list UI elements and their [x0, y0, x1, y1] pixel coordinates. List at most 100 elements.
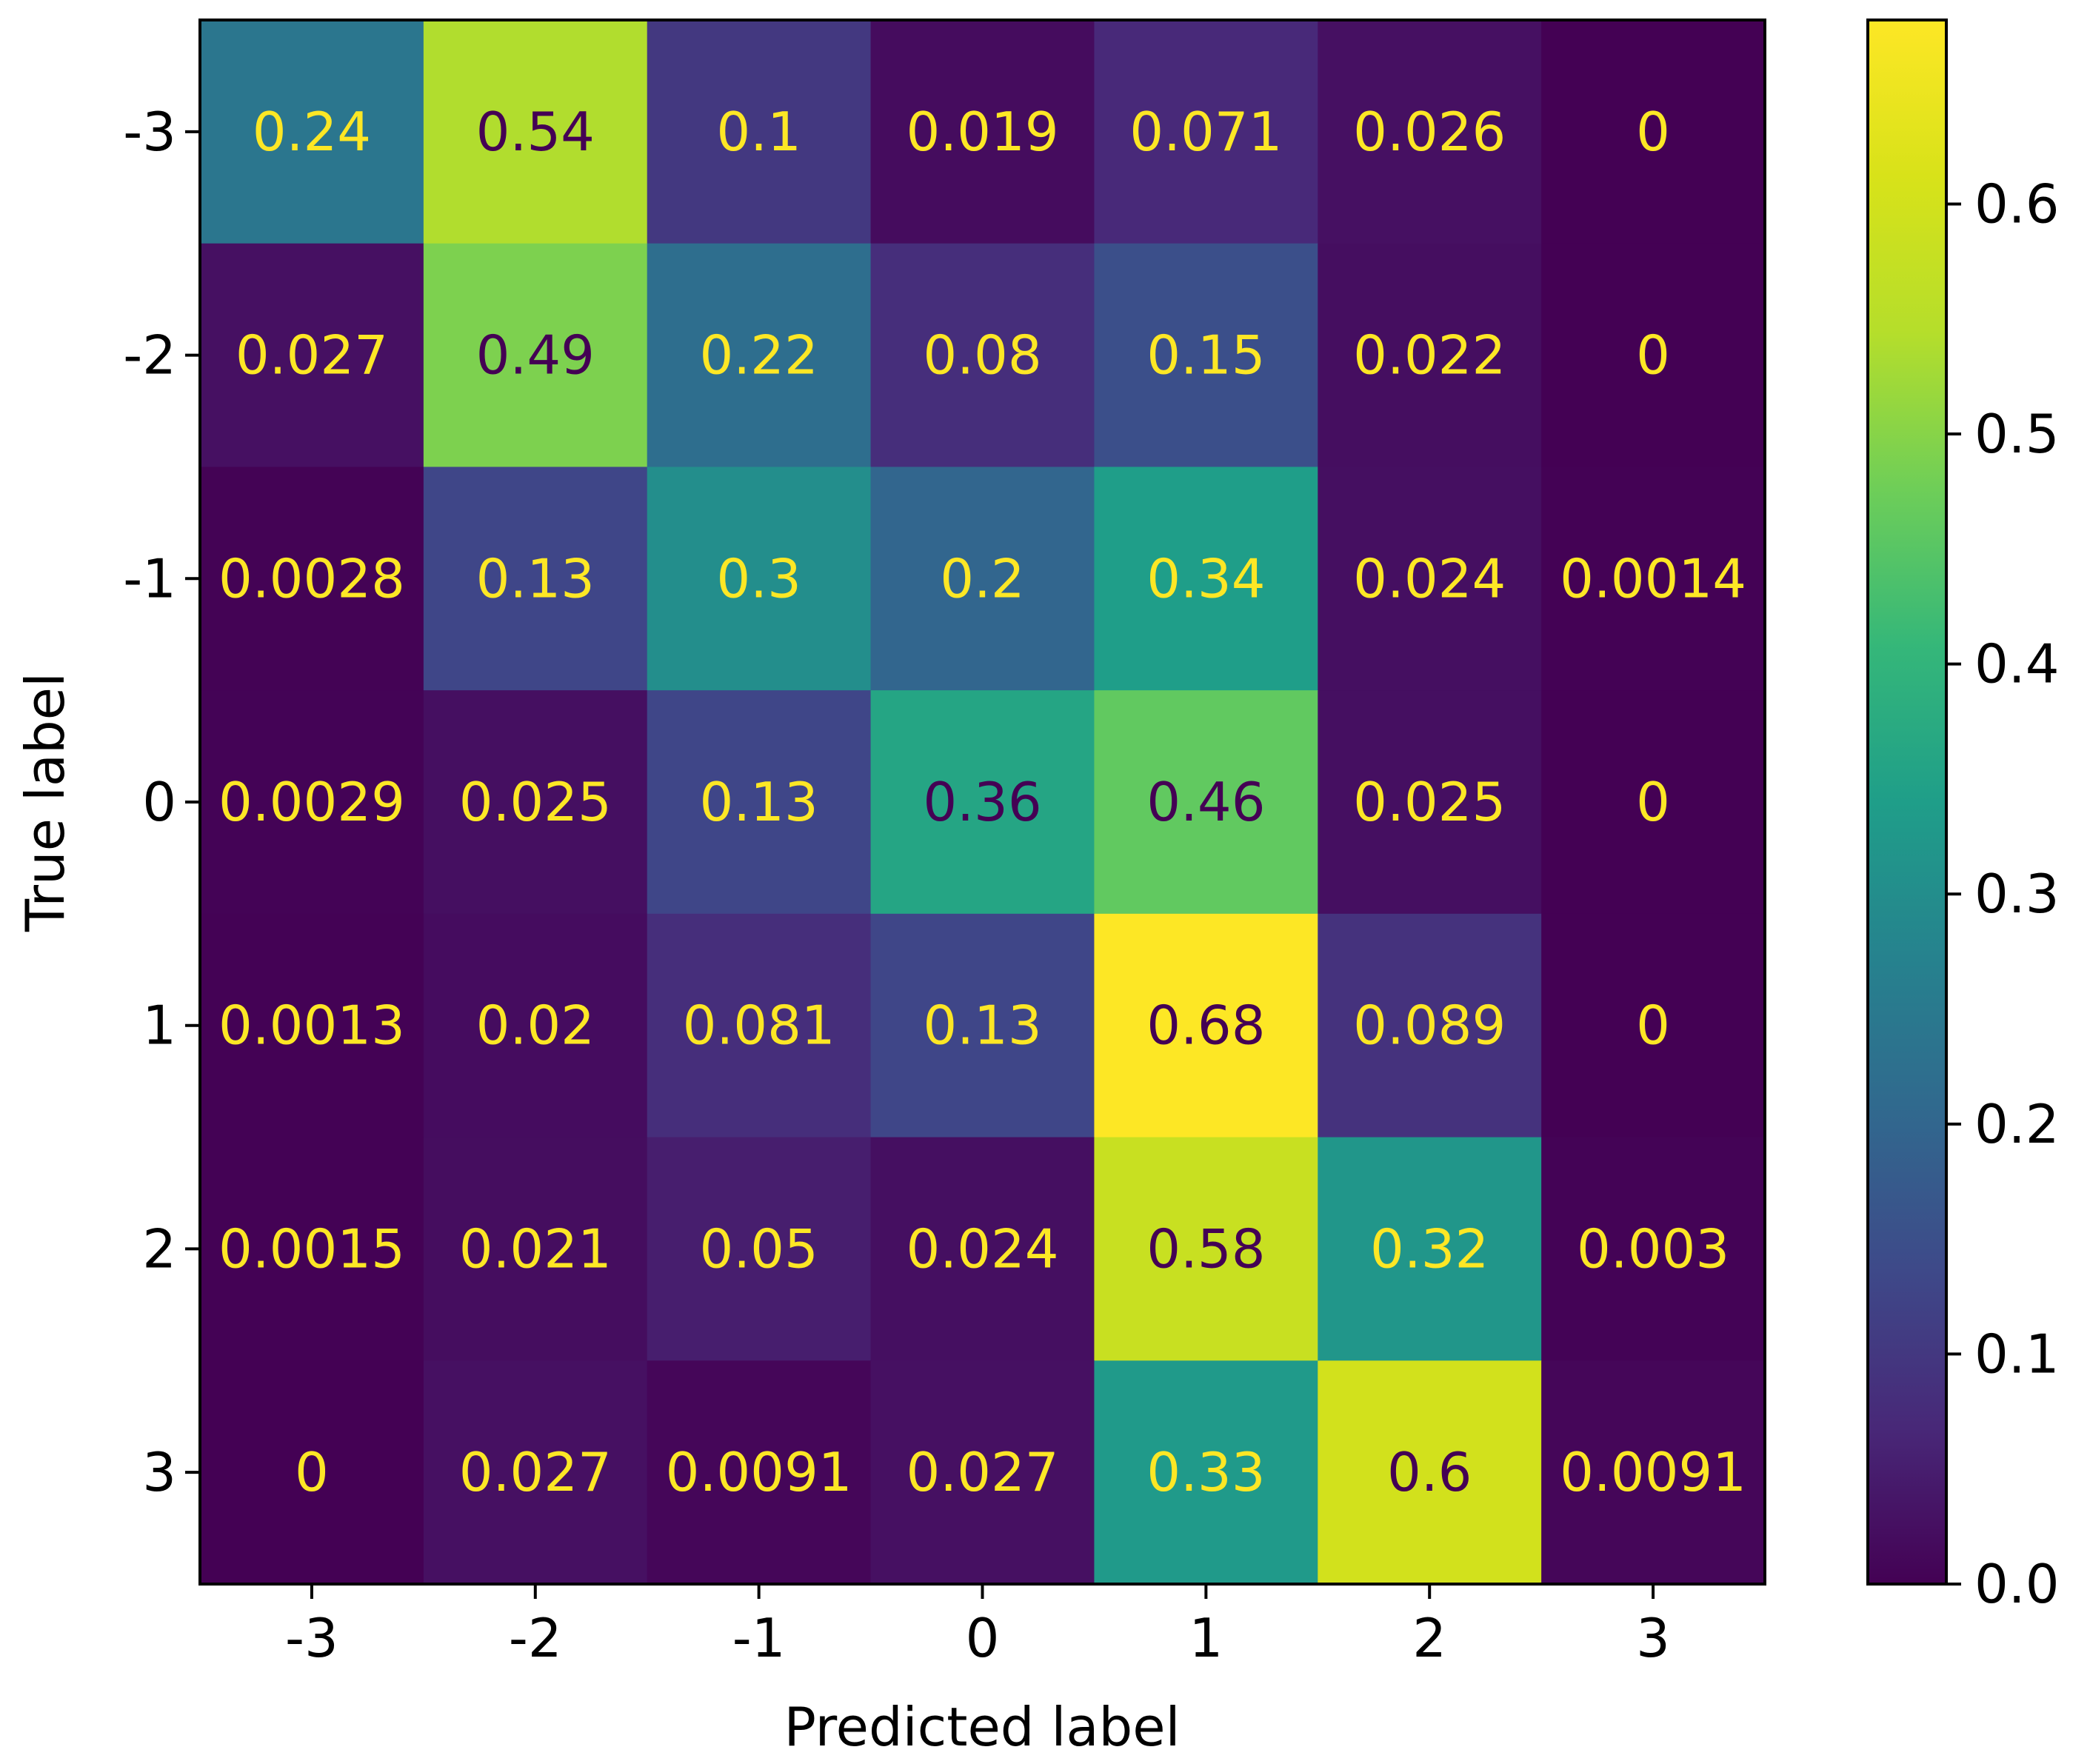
cell-value-label: 0.0013 — [218, 995, 405, 1057]
heatmap-cell — [870, 467, 1095, 691]
colorbar-ticks: 0.0 0.1 0.2 0.3 0.4 0.5 0.6 — [1946, 173, 2060, 1615]
cell-value-label: 0 — [1636, 995, 1670, 1057]
cell-value-label: 0.0028 — [218, 547, 405, 609]
heatmap-cell — [870, 1360, 1095, 1585]
cell-value-label: 0.089 — [1353, 995, 1506, 1057]
cell-value-label: 0.02 — [476, 995, 595, 1057]
cell-value-label: 0.025 — [459, 771, 612, 833]
heatmap-cell — [1318, 913, 1542, 1138]
colorbar-tick-label: 0.4 — [1974, 633, 2060, 695]
cell-value-label: 0.081 — [683, 995, 835, 1057]
heatmap-cell — [1541, 20, 1766, 244]
heatmap-cell — [647, 913, 872, 1138]
heatmap-cell — [647, 243, 872, 468]
cell-value-label: 0.13 — [923, 995, 1041, 1057]
colorbar-tick-label: 0.3 — [1974, 863, 2060, 925]
y-tick-label: -1 — [123, 547, 176, 609]
cell-value-label: 0.027 — [236, 324, 388, 387]
y-axis-ticks: -3 -2 -1 0 1 2 3 — [123, 101, 200, 1503]
cell-value-label: 0.027 — [906, 1441, 1058, 1503]
colorbar-tick-label: 0.2 — [1974, 1093, 2060, 1155]
heatmap-cell — [870, 690, 1095, 915]
y-tick-label: -2 — [123, 324, 176, 387]
cell-value-label: 0 — [1636, 771, 1670, 833]
heatmap-cell — [1318, 1360, 1542, 1585]
heatmap-cell — [423, 467, 648, 691]
x-axis-label: Predicted label — [784, 1696, 1180, 1758]
heatmap-cell — [200, 913, 424, 1138]
heatmap-cell — [1541, 1360, 1766, 1585]
heatmap-cell — [423, 690, 648, 915]
cell-value-label: 0.0091 — [666, 1441, 852, 1503]
x-tick-label: -2 — [509, 1607, 562, 1669]
cell-value-label: 0.6 — [1387, 1441, 1472, 1503]
heatmap-cell — [1094, 243, 1318, 468]
cell-value-label: 0.027 — [459, 1441, 612, 1503]
heatmap-cell — [423, 243, 648, 468]
heatmap-cell — [423, 20, 648, 244]
cell-value-label: 0.68 — [1146, 995, 1265, 1057]
colorbar-tick-label: 0.6 — [1974, 173, 2060, 235]
heatmap-cell — [1094, 1360, 1318, 1585]
cell-value-label: 0.46 — [1146, 771, 1265, 833]
cell-value-label: 0.0091 — [1560, 1441, 1746, 1503]
cell-value-label: 0.022 — [1353, 324, 1506, 387]
cell-value-label: 0.1 — [716, 101, 801, 163]
y-axis-label: True label — [14, 672, 76, 932]
heatmap-cell — [1094, 690, 1318, 915]
heatmap-cell — [870, 20, 1095, 244]
y-tick-label: 2 — [142, 1217, 176, 1280]
cell-value-label: 0.36 — [923, 771, 1041, 833]
heatmap-cell — [423, 913, 648, 1138]
y-tick-label: -3 — [123, 101, 176, 163]
x-tick-label: -3 — [285, 1607, 338, 1669]
y-tick-label: 1 — [142, 995, 176, 1057]
cell-value-label: 0.2 — [940, 547, 1025, 609]
cell-value-label: 0.13 — [699, 771, 818, 833]
cell-value-label: 0 — [295, 1441, 329, 1503]
y-tick-label: 0 — [142, 771, 176, 833]
colorbar — [1866, 19, 1948, 1586]
cell-value-label: 0.024 — [906, 1217, 1058, 1280]
cell-value-label: 0.32 — [1370, 1217, 1489, 1280]
cell-value-label: 0.025 — [1353, 771, 1506, 833]
heatmap-cell — [200, 1137, 424, 1361]
heatmap-cell — [1541, 467, 1766, 691]
heatmap-cell — [647, 20, 872, 244]
heatmap-cell — [200, 20, 424, 244]
heatmap-cell — [1541, 1137, 1766, 1361]
y-tick-label: 3 — [142, 1441, 176, 1503]
x-tick-label: 3 — [1636, 1607, 1670, 1669]
heatmap-cell — [200, 1360, 424, 1585]
cell-value-label: 0.22 — [699, 324, 818, 387]
heatmap-cell — [647, 1137, 872, 1361]
cell-value-label: 0 — [1636, 324, 1670, 387]
x-tick-label: 2 — [1412, 1607, 1446, 1669]
heatmap-cell — [870, 913, 1095, 1138]
heatmap-cell — [1541, 243, 1766, 468]
cell-value-label: 0.024 — [1353, 547, 1506, 609]
cell-value-label: 0.0014 — [1560, 547, 1746, 609]
cell-value-label: 0.0029 — [218, 771, 405, 833]
colorbar-tick-label: 0.0 — [1974, 1553, 2060, 1615]
heatmap-cell — [1318, 20, 1542, 244]
cell-value-label: 0.58 — [1146, 1217, 1265, 1280]
cell-value-label: 0.05 — [699, 1217, 818, 1280]
cell-value-label: 0.54 — [476, 101, 595, 163]
heatmap-cell — [423, 1137, 648, 1361]
cell-value-label: 0.3 — [716, 547, 801, 609]
heatmap-cell — [647, 1360, 872, 1585]
colorbar-tick-label: 0.1 — [1974, 1323, 2060, 1385]
heatmap-cells: 0.24 0.54 0.1 0.019 0.071 0.026 0 0.027 0.49 0.22… — [200, 20, 1766, 1585]
x-tick-label: 0 — [966, 1607, 1000, 1669]
heatmap-cell — [1541, 913, 1766, 1138]
heatmap-cell — [1094, 913, 1318, 1138]
heatmap-cell — [200, 243, 424, 468]
cell-value-label: 0.0015 — [218, 1217, 405, 1280]
heatmap-cell — [870, 1137, 1095, 1361]
cell-value-label: 0.24 — [253, 101, 371, 163]
x-tick-label: -1 — [732, 1607, 786, 1669]
heatmap-cell — [1094, 467, 1318, 691]
cell-value-label: 0.49 — [476, 324, 595, 387]
